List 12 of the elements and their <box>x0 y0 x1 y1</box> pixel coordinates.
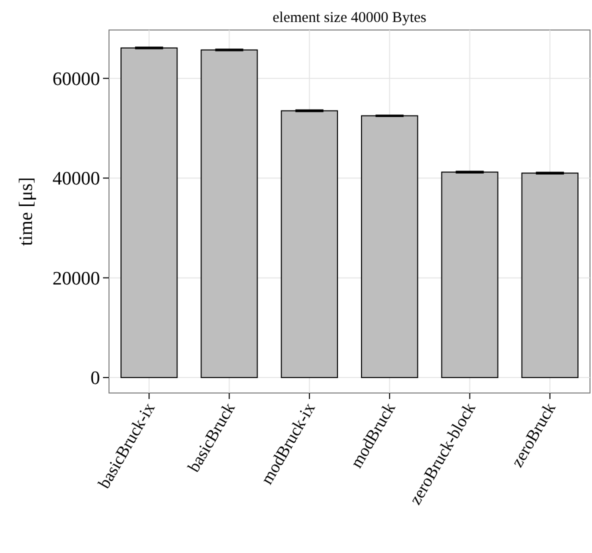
bar <box>200 49 258 378</box>
bar <box>441 172 498 378</box>
chart-title: element size 40000 Bytes <box>272 10 427 26</box>
y-tick-label: 0 <box>90 368 100 390</box>
bar <box>120 47 178 378</box>
y-tick-label: 40000 <box>52 168 100 190</box>
bar <box>361 115 418 378</box>
bar <box>280 110 338 378</box>
y-axis-title: time [μs] <box>16 177 37 246</box>
bar <box>521 172 578 378</box>
y-tick-label: 20000 <box>52 268 100 290</box>
y-tick-label: 60000 <box>52 69 100 90</box>
